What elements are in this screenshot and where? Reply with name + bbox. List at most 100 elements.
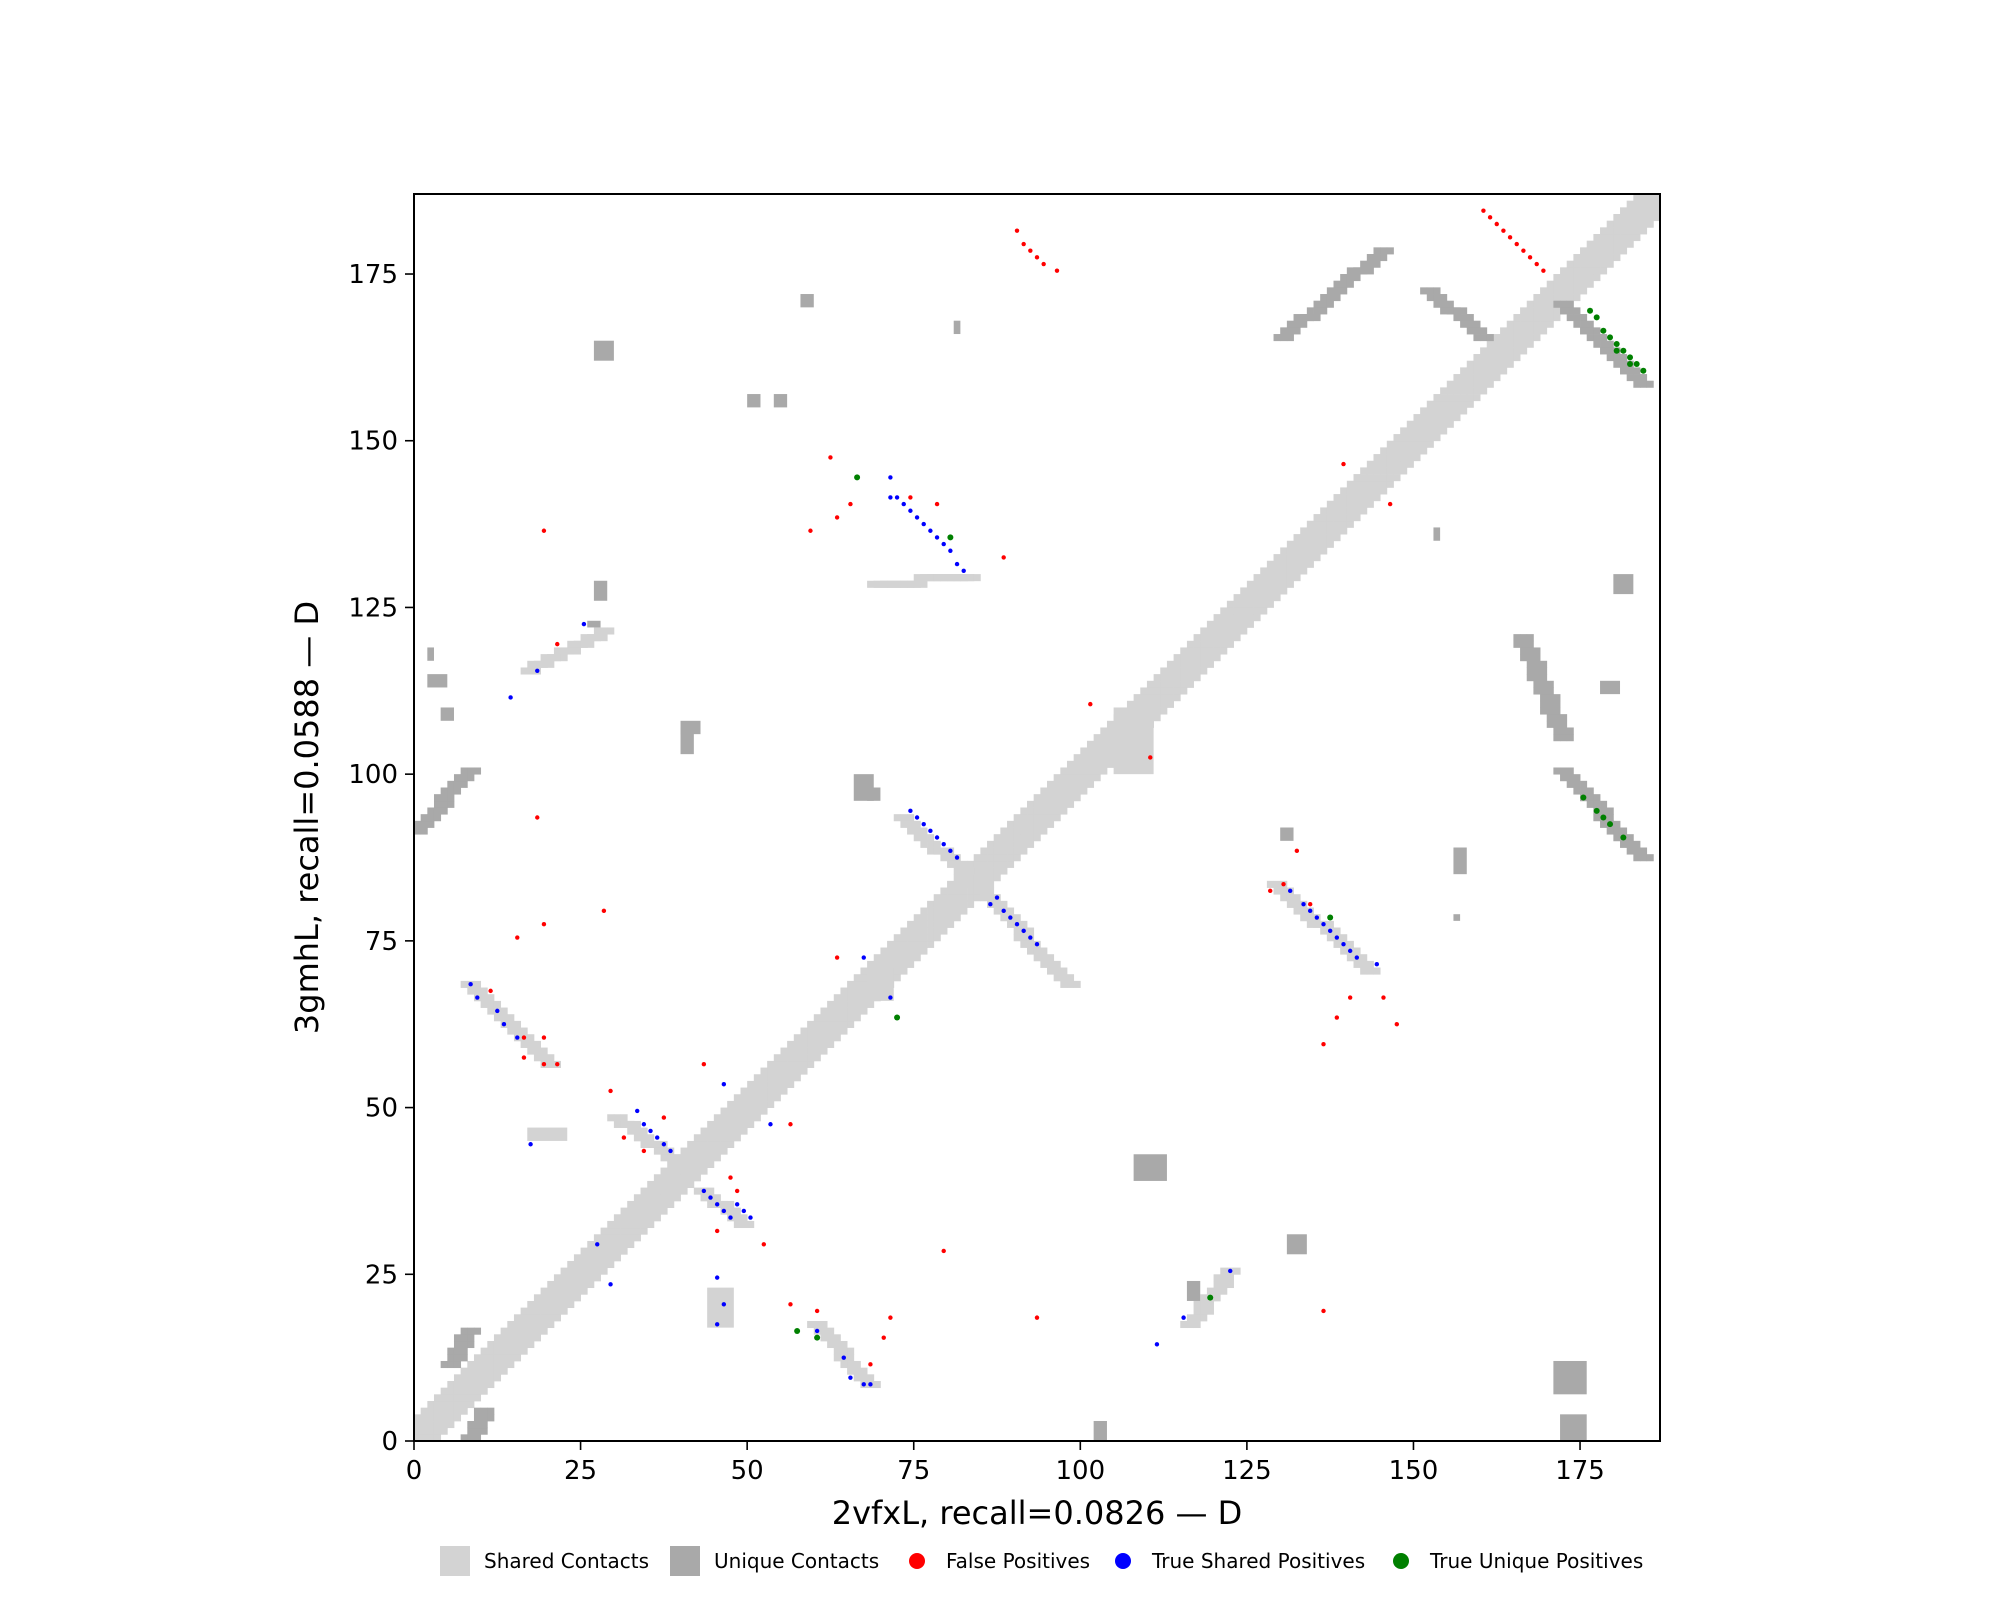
shared-contact-cell bbox=[800, 1067, 808, 1075]
shared-contact-cell bbox=[860, 1000, 868, 1008]
shared-contact-cell bbox=[1433, 414, 1441, 422]
shared-contact-cell bbox=[1340, 947, 1348, 955]
shared-contact-cell bbox=[927, 907, 935, 915]
shared-contact-cell bbox=[933, 907, 941, 915]
shared-contact-cell bbox=[1453, 394, 1461, 402]
unique-contact-cell bbox=[1586, 320, 1594, 328]
true-shared-positive-point bbox=[708, 1195, 713, 1200]
shared-contact-cell bbox=[1007, 847, 1015, 855]
false-positive-point bbox=[788, 1302, 793, 1307]
shared-contact-cell bbox=[967, 900, 975, 908]
shared-contact-cell bbox=[1260, 594, 1268, 602]
shared-contact-cell bbox=[1060, 807, 1068, 815]
shared-contact-cell bbox=[740, 1214, 748, 1222]
false-positive-point bbox=[848, 501, 853, 507]
shared-contact-cell bbox=[627, 1214, 635, 1222]
shared-contact-cell bbox=[1000, 847, 1008, 855]
shared-contact-cell bbox=[647, 1200, 655, 1209]
shared-contact-cell bbox=[1033, 807, 1041, 815]
shared-contact-cell bbox=[593, 1274, 601, 1282]
shared-contact-cell bbox=[667, 1167, 675, 1175]
true-shared-positive-point bbox=[1327, 928, 1333, 934]
shared-contact-cell bbox=[1640, 227, 1648, 235]
shared-contact-cell bbox=[1246, 600, 1254, 608]
shared-contact-cell bbox=[1520, 314, 1528, 322]
shared-contact-cell bbox=[1193, 1300, 1201, 1309]
shared-contact-cell bbox=[593, 1260, 601, 1269]
shared-contact-cell bbox=[1386, 454, 1394, 462]
false-positive-point bbox=[701, 1062, 707, 1067]
unique-contact-cell bbox=[1473, 320, 1481, 328]
shared-contact-cell bbox=[1260, 600, 1268, 608]
unique-contact-cell bbox=[1473, 327, 1481, 335]
false-positive-point bbox=[1501, 228, 1506, 233]
shared-contact-cell bbox=[607, 1220, 615, 1229]
shared-contact-cell bbox=[587, 1267, 595, 1275]
plot-frame bbox=[413, 193, 1661, 1442]
shared-contact-cell bbox=[853, 994, 861, 1002]
shared-contact-cell bbox=[1213, 627, 1221, 635]
shared-contact-cell bbox=[1606, 247, 1614, 255]
shared-contact-cell bbox=[1153, 674, 1161, 682]
unique-contact-cell bbox=[1293, 320, 1301, 328]
shared-contact-cell bbox=[1600, 240, 1608, 248]
shared-contact-cell bbox=[580, 1274, 588, 1282]
shared-contact-cell bbox=[947, 900, 955, 908]
shared-contact-cell bbox=[1493, 340, 1501, 348]
shared-contact-cell bbox=[1366, 467, 1374, 475]
unique-contact-cell bbox=[1620, 360, 1628, 368]
shared-contact-cell bbox=[1533, 300, 1541, 308]
shared-contact-cell bbox=[1520, 307, 1528, 315]
shared-contact-cell bbox=[1626, 207, 1634, 215]
shared-contact-cell bbox=[707, 1127, 715, 1135]
shared-contact-cell bbox=[1286, 580, 1294, 588]
unique-contact-cell bbox=[1540, 667, 1548, 675]
shared-contact-cell bbox=[1240, 587, 1248, 595]
unique-contact-cell bbox=[473, 1327, 482, 1335]
shared-contact-cell bbox=[480, 1380, 488, 1389]
shared-contact-cell bbox=[460, 1400, 468, 1409]
shared-contact-cell bbox=[747, 1120, 755, 1128]
shared-contact-cell bbox=[1353, 507, 1361, 515]
shared-contact-cell bbox=[1033, 814, 1041, 822]
shared-contact-cell bbox=[1380, 474, 1388, 482]
unique-contact-cell bbox=[473, 767, 482, 775]
shared-contact-cell bbox=[653, 1140, 661, 1148]
shared-contact-cell bbox=[1186, 654, 1194, 662]
shared-contact-cell bbox=[1606, 220, 1614, 228]
shared-contact-cell bbox=[1413, 420, 1421, 428]
shared-contact-cell bbox=[1153, 714, 1161, 722]
false-positive-point bbox=[541, 1035, 547, 1040]
shared-contact-cell bbox=[1293, 560, 1301, 568]
shared-contact-cell bbox=[707, 1147, 715, 1155]
shared-contact-cell bbox=[1226, 1280, 1234, 1289]
shared-contact-cell bbox=[827, 1034, 835, 1042]
true-shared-positive-point bbox=[921, 521, 926, 527]
false-positive-point bbox=[1088, 701, 1093, 707]
legend-label: True Shared Positives bbox=[1151, 1549, 1365, 1573]
shared-contact-cell bbox=[947, 860, 955, 868]
shared-contact-cell bbox=[1500, 334, 1508, 342]
shared-contact-cell bbox=[1466, 360, 1474, 368]
shared-contact-cell bbox=[927, 834, 935, 842]
unique-contact-block bbox=[1133, 1154, 1167, 1181]
shared-contact-cell bbox=[867, 960, 875, 968]
true-shared-positive-point bbox=[475, 995, 480, 1000]
shared-contact-cell bbox=[1340, 934, 1348, 942]
shared-contact-cell bbox=[647, 1214, 655, 1222]
unique-contact-cell bbox=[1460, 320, 1468, 328]
shared-contact-cell bbox=[527, 667, 535, 675]
shared-contact-cell bbox=[953, 914, 961, 922]
unique-contact-cell bbox=[1540, 687, 1548, 695]
shared-contact-cell bbox=[1546, 300, 1554, 308]
shared-contact-cell bbox=[993, 860, 1001, 868]
shared-contact-cell bbox=[1546, 294, 1554, 302]
shared-contact-cell bbox=[1100, 734, 1108, 742]
shared-contact-cell bbox=[527, 1320, 535, 1329]
shared-contact-cell bbox=[1086, 760, 1095, 768]
shared-contact-cell bbox=[660, 1154, 668, 1162]
shared-contact-cell bbox=[1186, 667, 1194, 675]
shared-contact-cell bbox=[807, 1034, 815, 1042]
shared-contact-cell bbox=[500, 1347, 508, 1355]
